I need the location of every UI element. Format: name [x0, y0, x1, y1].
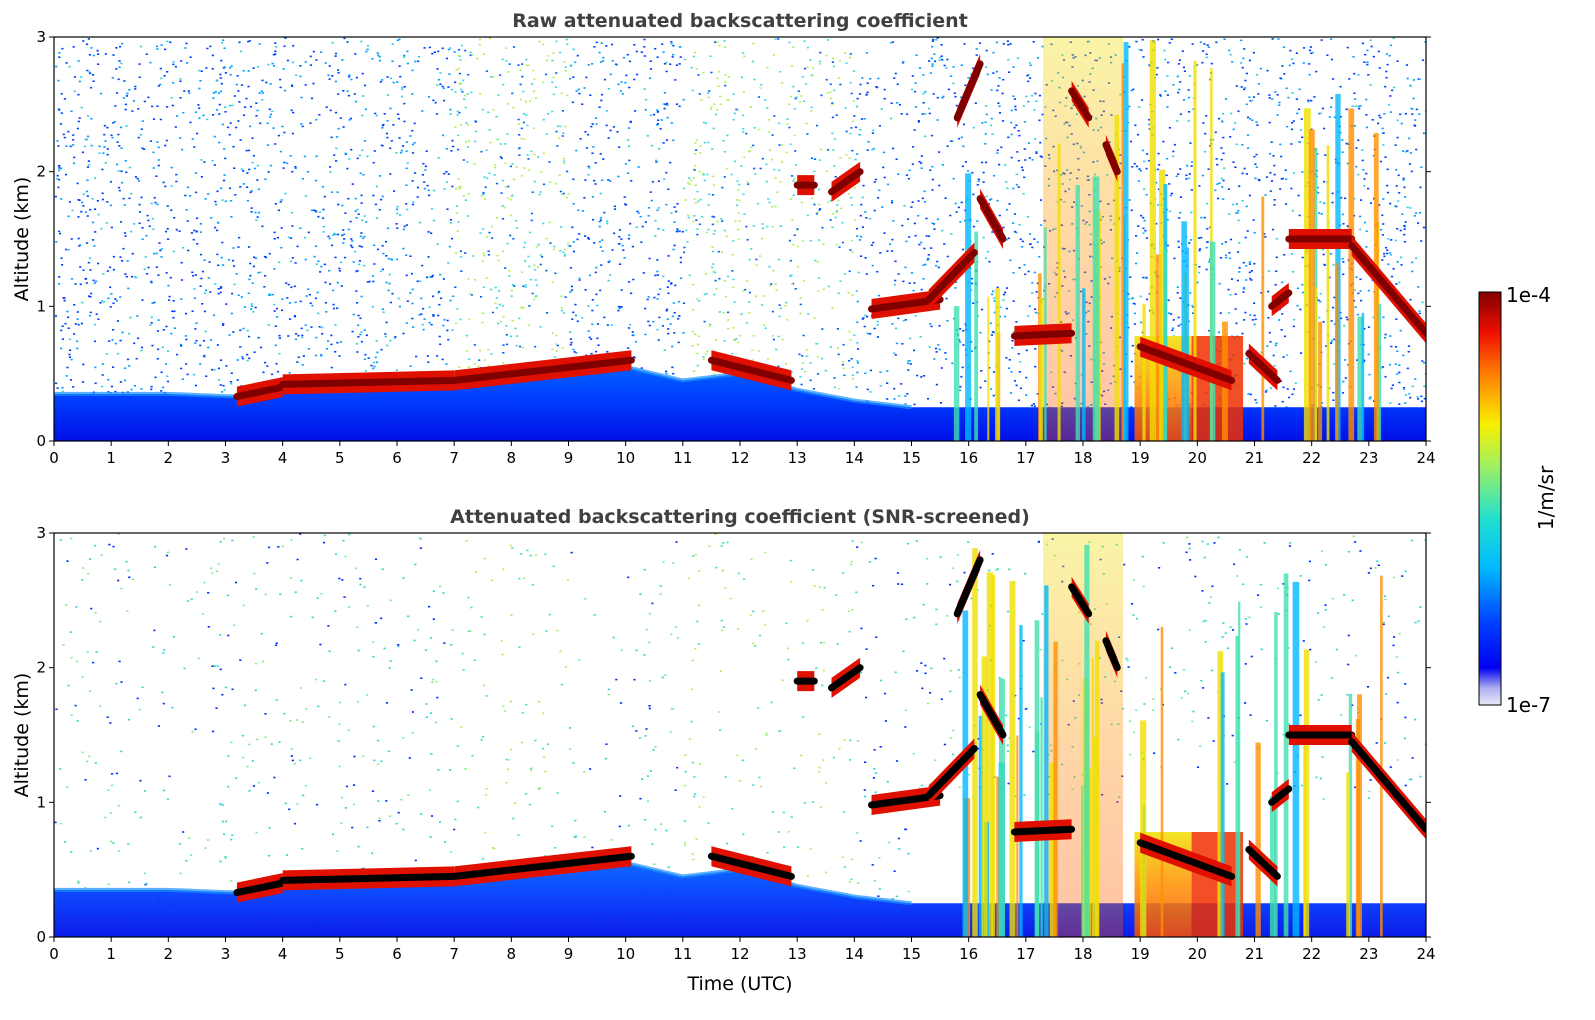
x-tick-label: 18: [1073, 945, 1092, 963]
x-tick-label: 1: [106, 945, 116, 963]
x-tick-label: 22: [1302, 449, 1321, 467]
x-tick-label: 6: [392, 945, 402, 963]
cloud-layer: [233, 53, 1426, 407]
x-tick-label: 5: [335, 449, 345, 467]
x-tick-label: 14: [845, 449, 864, 467]
x-tick-label: 15: [902, 449, 921, 467]
y-tick-label: 3: [36, 28, 46, 46]
x-tick-label: 11: [673, 449, 692, 467]
heatmap-area: [54, 533, 1426, 937]
x-tick-label: 24: [1416, 449, 1435, 467]
x-tick-label: 5: [335, 945, 345, 963]
screened-backscatter-panel: Attenuated backscattering coefficient (S…: [11, 506, 1436, 995]
x-tick-label: 0: [49, 449, 59, 467]
x-tick-label: 15: [902, 945, 921, 963]
x-tick-label: 19: [1131, 945, 1150, 963]
y-tick-label: 0: [36, 432, 46, 450]
y-axis-label: Altitude (km): [11, 177, 33, 302]
y-tick-label: 2: [36, 659, 46, 677]
cloud-layer: [233, 549, 1426, 903]
x-tick-label: 24: [1416, 945, 1435, 963]
y-tick-label: 3: [36, 524, 46, 542]
colorbar-max-label: 1e-4: [1506, 283, 1551, 307]
x-tick-label: 21: [1245, 449, 1264, 467]
x-tick-label: 23: [1359, 449, 1378, 467]
panel-title: Raw attenuated backscattering coefficien…: [512, 10, 968, 32]
y-axis: 0 1 2 3: [36, 28, 1431, 450]
y-tick-label: 1: [36, 297, 46, 315]
x-tick-label: 18: [1073, 449, 1092, 467]
x-tick-label: 7: [449, 449, 459, 467]
y-tick-label: 2: [36, 163, 46, 181]
raw-backscatter-panel: Raw attenuated backscattering coefficien…: [11, 10, 1436, 467]
x-tick-label: 22: [1302, 945, 1321, 963]
x-tick-label: 16: [959, 945, 978, 963]
x-tick-label: 10: [616, 945, 635, 963]
x-tick-label: 23: [1359, 945, 1378, 963]
x-tick-label: 12: [730, 945, 749, 963]
colorbar-min-label: 1e-7: [1506, 693, 1551, 717]
x-tick-label: 1: [106, 449, 116, 467]
y-axis: 0 1 2 3: [36, 524, 1431, 946]
x-tick-label: 9: [564, 449, 574, 467]
x-tick-label: 21: [1245, 945, 1264, 963]
x-tick-label: 0: [49, 945, 59, 963]
x-tick-label: 14: [845, 945, 864, 963]
colorbar-unit-label: 1/m/sr: [1534, 465, 1558, 530]
x-tick-label: 8: [507, 945, 517, 963]
colorbar: 1e-4 1e-7 1/m/sr: [1478, 283, 1558, 717]
x-tick-label: 11: [673, 945, 692, 963]
y-tick-label: 0: [36, 928, 46, 946]
x-tick-label: 13: [788, 945, 807, 963]
x-tick-label: 13: [788, 449, 807, 467]
x-tick-label: 17: [1016, 945, 1035, 963]
x-tick-label: 19: [1131, 449, 1150, 467]
heatmap-area: [54, 37, 1426, 441]
colorbar-gradient: [1478, 291, 1502, 706]
x-tick-label: 10: [616, 449, 635, 467]
panel-title: Attenuated backscattering coefficient (S…: [450, 506, 1030, 528]
y-axis-label: Altitude (km): [11, 673, 33, 798]
x-tick-label: 20: [1188, 449, 1207, 467]
x-tick-label: 8: [507, 449, 517, 467]
x-axis: 0 1 2 3 4 5 6 7 8 9 10 11 12 13 14 15 16 17 18 19 20 21 22 23 24: [49, 441, 1436, 467]
x-tick-label: 6: [392, 449, 402, 467]
x-tick-label: 9: [564, 945, 574, 963]
x-tick-label: 2: [164, 449, 174, 467]
x-tick-label: 4: [278, 449, 288, 467]
x-tick-label: 7: [449, 945, 459, 963]
x-tick-label: 4: [278, 945, 288, 963]
x-tick-label: 17: [1016, 449, 1035, 467]
x-tick-label: 12: [730, 449, 749, 467]
y-tick-label: 1: [36, 793, 46, 811]
x-tick-label: 16: [959, 449, 978, 467]
x-axis: 0 1 2 3 4 5 6 7 8 9 10 11 12 13 14 15 16 17 18 19 20 21 22 23 24: [49, 937, 1436, 963]
x-tick-label: 3: [221, 945, 231, 963]
x-tick-label: 2: [164, 945, 174, 963]
x-axis-label: Time (UTC): [686, 973, 792, 995]
x-tick-label: 20: [1188, 945, 1207, 963]
x-tick-label: 3: [221, 449, 231, 467]
